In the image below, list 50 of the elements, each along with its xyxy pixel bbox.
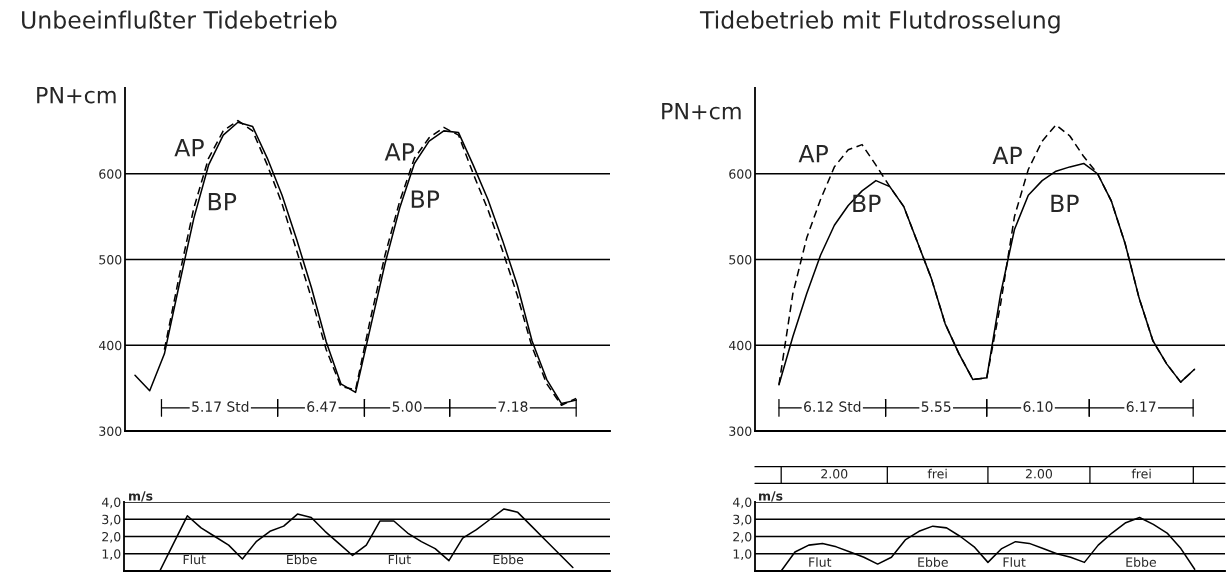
text: frei — [927, 468, 947, 479]
text: AP — [992, 146, 1022, 164]
y-tick-label: 400 — [728, 340, 752, 351]
annotation: Flut — [388, 554, 411, 565]
text: BP — [208, 193, 237, 211]
text: BP — [1051, 194, 1079, 212]
y-tick-label: 600 — [99, 169, 122, 179]
annotation: 6.12 Std — [804, 401, 861, 412]
annotation: Ebbe — [1126, 557, 1156, 567]
annotation: 5.55 — [921, 401, 951, 412]
y-tick-label: 300 — [729, 426, 752, 436]
series-label: AP — [384, 143, 415, 161]
annotation: Ebbe — [918, 557, 948, 567]
text: AP — [174, 139, 204, 157]
y-axis-title: PN+cm — [662, 102, 741, 120]
series-label: BP — [853, 194, 881, 212]
chart-title: Tidebetrieb mit Flutdrosselung — [699, 10, 1060, 34]
y-tick-label: 2,0 — [733, 531, 752, 543]
text: frei — [1131, 468, 1151, 479]
annotation: 7.18 — [498, 401, 528, 412]
annotation: 6.47 — [307, 401, 337, 412]
annotation: 5.17 Std — [192, 401, 249, 412]
y-tick-label: 2,0 — [102, 531, 121, 543]
y-tick-label: 4,0 — [101, 497, 121, 509]
y-tick-label: 3,0 — [102, 514, 121, 526]
text: 2.00 — [1025, 469, 1053, 479]
annotation: Ebbe — [287, 554, 317, 565]
chart-title: Unbeeinflußter Tidebetrieb — [22, 10, 337, 29]
annotation: 6.17 — [1126, 401, 1156, 412]
annotation: Ebbe — [493, 554, 524, 565]
y-tick-label: 3,0 — [733, 514, 752, 526]
y-tick-label: 1,0 — [102, 549, 121, 560]
y-tick-label: 500 — [99, 254, 122, 265]
y-tick-label: 600 — [729, 169, 752, 179]
series-label: BP — [411, 190, 440, 208]
annotation: 5.00 — [392, 401, 422, 412]
y-tick-label: 500 — [729, 254, 752, 265]
annotation: Flut — [809, 557, 832, 567]
y-axis-title: PN+cm — [37, 86, 116, 104]
annotation: Flut — [183, 554, 206, 565]
y-axis-title: m/s — [759, 491, 783, 502]
y-tick-label: 4,0 — [732, 497, 752, 509]
y-tick-label: 400 — [98, 340, 122, 351]
y-axis-title: m/s — [129, 491, 153, 502]
y-tick-label: 300 — [99, 426, 122, 436]
annotation: Flut — [1003, 557, 1026, 567]
y-tick-label: 1,0 — [733, 549, 752, 560]
text: 2.00 — [821, 469, 848, 479]
series-label: AP — [798, 145, 828, 163]
annotation: 6.10 — [1023, 401, 1053, 412]
